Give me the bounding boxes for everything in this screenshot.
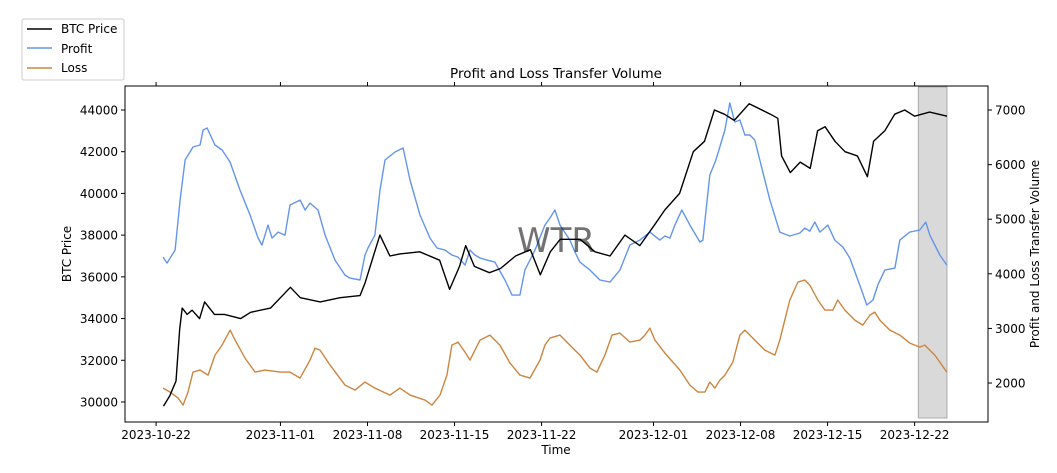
y-tick-label-left: 40000	[80, 187, 118, 201]
series-line-loss	[162, 279, 948, 406]
x-tick-label: 2023-10-22	[121, 428, 191, 442]
x-tick-label: 2023-12-22	[880, 428, 950, 442]
y-axis-label-right: Profit and Loss Transfer Volume	[1028, 160, 1042, 348]
legend-label-loss: Loss	[61, 61, 87, 75]
y-tick-label-left: 30000	[80, 395, 118, 409]
legend: BTC Price Profit Loss	[21, 18, 125, 81]
y-tick-label-right: 7000	[995, 104, 1026, 118]
x-tick-label: 2023-12-01	[619, 428, 689, 442]
y-tick-label-right: 6000	[995, 158, 1026, 172]
watermark: WTR	[517, 221, 595, 261]
y-tick-label-left: 42000	[80, 145, 118, 159]
y-tick-label-left: 34000	[80, 312, 118, 326]
y-tick-label-right: 2000	[995, 377, 1026, 391]
x-tick-label: 2023-11-08	[333, 428, 403, 442]
y-tick-label-left: 38000	[80, 229, 118, 243]
plot-frame	[124, 85, 989, 423]
y-tick-label-left: 36000	[80, 270, 118, 284]
x-tick-label: 2023-11-22	[507, 428, 577, 442]
legend-label-profit: Profit	[61, 42, 93, 56]
series-line-profit	[162, 102, 948, 306]
legend-box	[21, 18, 125, 81]
y-tick-label-right: 5000	[995, 213, 1026, 227]
y-tick-label-right: 4000	[995, 267, 1026, 281]
y-axis-label-left: BTC Price	[60, 226, 74, 282]
legend-label-btc-price: BTC Price	[61, 22, 117, 36]
x-axis-label: Time	[540, 443, 570, 457]
y-tick-label-right: 3000	[995, 322, 1026, 336]
x-tick-label: 2023-11-15	[420, 428, 490, 442]
series-line-btc-price	[162, 102, 948, 407]
x-tick-label: 2023-11-01	[246, 428, 316, 442]
x-tick-label: 2023-12-08	[706, 428, 776, 442]
x-tick-label: 2023-12-15	[793, 428, 863, 442]
highlight-span	[917, 86, 948, 419]
y-tick-label-left: 44000	[80, 103, 118, 117]
chart-title: Profit and Loss Transfer Volume	[450, 66, 662, 82]
y-tick-label-left: 32000	[80, 354, 118, 368]
